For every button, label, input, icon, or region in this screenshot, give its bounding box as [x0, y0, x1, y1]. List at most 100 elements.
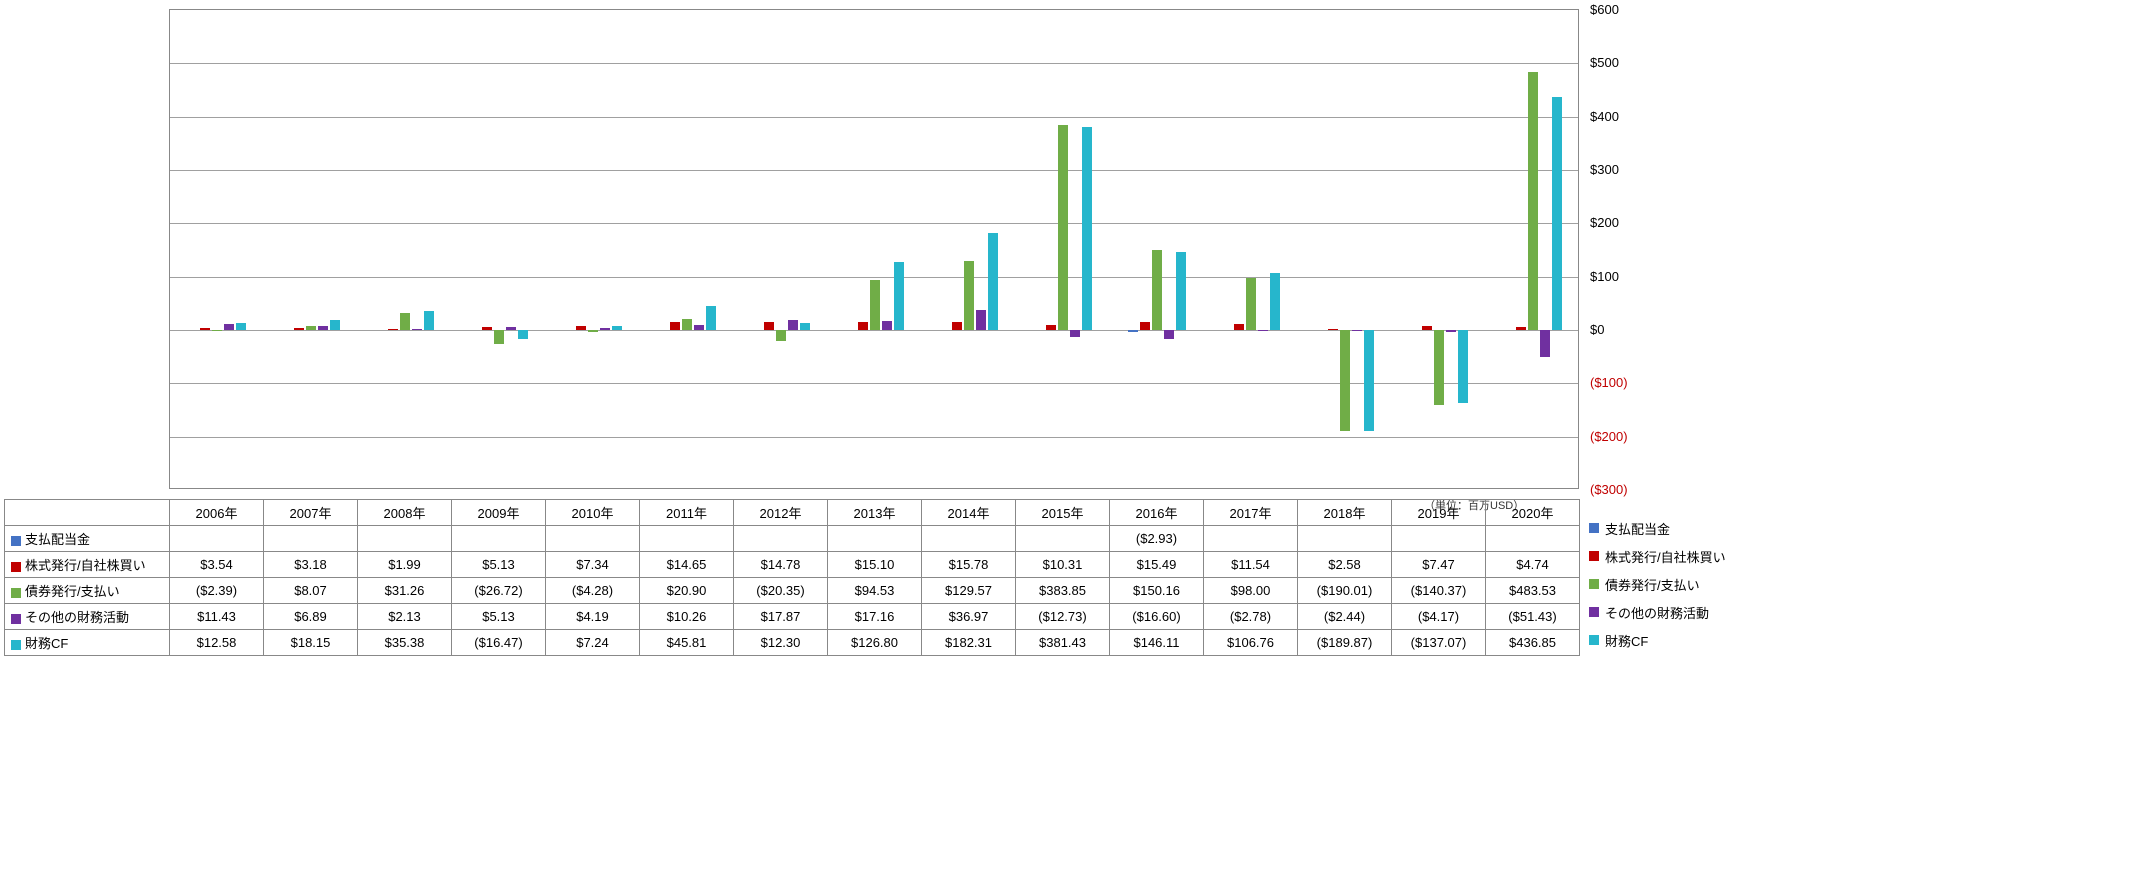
legend: 支払配当金株式発行/自社株買い債券発行/支払いその他の財務活動財務CF [1589, 514, 1726, 654]
table-cell: ($189.87) [1298, 630, 1392, 656]
y-axis-tick: $600 [1590, 2, 1670, 17]
table-cell: $35.38 [358, 630, 452, 656]
series-swatch [11, 562, 21, 572]
table-cell [828, 526, 922, 552]
table-cell [1298, 526, 1392, 552]
legend-swatch [1589, 523, 1599, 533]
bar-equity [1234, 324, 1244, 330]
table-row: その他の財務活動$11.43$6.89$2.13$5.13$4.19$10.26… [5, 604, 1580, 630]
gridline [170, 437, 1578, 438]
table-cell [1204, 526, 1298, 552]
table-cell: $182.31 [922, 630, 1016, 656]
bar-equity [764, 322, 774, 330]
table-cell [1392, 526, 1486, 552]
table-cell [546, 526, 640, 552]
bar-equity [388, 329, 398, 330]
data-table-wrap: 2006年2007年2008年2009年2010年2011年2012年2013年… [4, 499, 1580, 656]
bar-debt [776, 330, 786, 341]
table-cell: $94.53 [828, 578, 922, 604]
table-row-header: 債券発行/支払い [5, 578, 170, 604]
bar-other [1070, 330, 1080, 337]
table-cell: $36.97 [922, 604, 1016, 630]
table-cell: ($2.78) [1204, 604, 1298, 630]
table-cell: $12.58 [170, 630, 264, 656]
bar-debt [212, 330, 222, 331]
table-cell: $45.81 [640, 630, 734, 656]
table-row: 支払配当金($2.93) [5, 526, 1580, 552]
y-axis-tick: ($100) [1590, 375, 1670, 390]
table-col-header: 2008年 [358, 500, 452, 526]
table-col-header: 2020年 [1486, 500, 1580, 526]
bar-debt [1340, 330, 1350, 431]
series-swatch [11, 614, 21, 624]
data-table: 2006年2007年2008年2009年2010年2011年2012年2013年… [4, 499, 1580, 656]
bar-equity [200, 328, 210, 330]
table-cell: $436.85 [1486, 630, 1580, 656]
y-axis-tick: $400 [1590, 109, 1670, 124]
bar-fincf [706, 306, 716, 330]
bar-other [224, 324, 234, 330]
table-col-header: 2013年 [828, 500, 922, 526]
table-cell: $7.47 [1392, 552, 1486, 578]
bar-equity [1516, 327, 1526, 330]
table-cell: ($16.60) [1110, 604, 1204, 630]
bar-equity [1422, 326, 1432, 330]
table-col-header: 2015年 [1016, 500, 1110, 526]
table-cell: $3.18 [264, 552, 358, 578]
table-col-header: 2006年 [170, 500, 264, 526]
legend-item: 財務CF [1589, 626, 1726, 654]
table-cell: $2.58 [1298, 552, 1392, 578]
bar-debt [1246, 278, 1256, 330]
table-cell: ($2.44) [1298, 604, 1392, 630]
table-cell: $1.99 [358, 552, 452, 578]
table-cell: $12.30 [734, 630, 828, 656]
bar-debt [964, 261, 974, 330]
bar-fincf [800, 323, 810, 330]
legend-item: 株式発行/自社株買い [1589, 542, 1726, 570]
table-cell [264, 526, 358, 552]
bar-dividends [1128, 330, 1138, 332]
table-cell: $20.90 [640, 578, 734, 604]
bar-fincf [1270, 273, 1280, 330]
table-row-header: その他の財務活動 [5, 604, 170, 630]
legend-swatch [1589, 635, 1599, 645]
table-cell: $106.76 [1204, 630, 1298, 656]
bar-fincf [1552, 97, 1562, 330]
gridline [170, 277, 1578, 278]
table-cell [640, 526, 734, 552]
series-label: 財務CF [25, 636, 68, 651]
series-swatch [11, 536, 21, 546]
table-col-header: 2019年 [1392, 500, 1486, 526]
table-col-header: 2010年 [546, 500, 640, 526]
table-cell: $381.43 [1016, 630, 1110, 656]
table-cell [452, 526, 546, 552]
bar-equity [858, 322, 868, 330]
chart-container: $600$500$400$300$200$100$0($100)($200)($… [4, 9, 2156, 867]
bar-debt [870, 280, 880, 330]
bar-debt [588, 330, 598, 332]
gridline [170, 117, 1578, 118]
table-cell: ($2.93) [1110, 526, 1204, 552]
legend-label: その他の財務活動 [1605, 603, 1709, 622]
legend-swatch [1589, 607, 1599, 617]
bar-other [788, 320, 798, 330]
table-col-header: 2012年 [734, 500, 828, 526]
table-cell: $7.34 [546, 552, 640, 578]
table-cell: $15.49 [1110, 552, 1204, 578]
bar-fincf [988, 233, 998, 330]
bar-equity [952, 322, 962, 330]
table-cell: $14.65 [640, 552, 734, 578]
table-cell: $6.89 [264, 604, 358, 630]
bar-equity [294, 328, 304, 330]
bar-debt [682, 319, 692, 330]
series-label: 株式発行/自社株買い [25, 558, 146, 573]
series-swatch [11, 588, 21, 598]
bar-fincf [236, 323, 246, 330]
legend-label: 財務CF [1605, 631, 1648, 650]
table-cell: $383.85 [1016, 578, 1110, 604]
bar-other [1164, 330, 1174, 339]
table-cell: $483.53 [1486, 578, 1580, 604]
bar-other [976, 310, 986, 330]
table-cell [170, 526, 264, 552]
table-col-header: 2014年 [922, 500, 1016, 526]
